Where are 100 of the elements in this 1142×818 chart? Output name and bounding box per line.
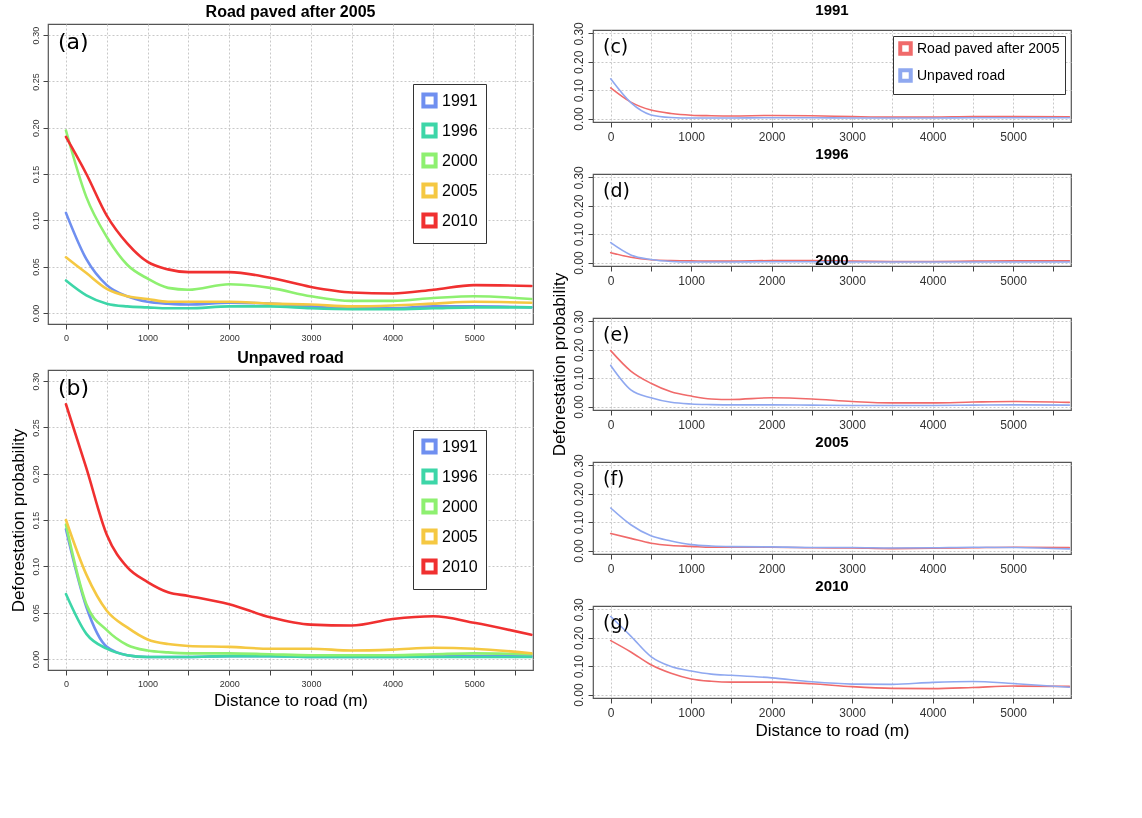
x-tick-label: 5000: [1000, 417, 1028, 432]
legend-label: Unpaved road: [917, 66, 1005, 83]
chart-title: 2010: [815, 576, 849, 594]
x-tick-label: 5000: [1000, 273, 1028, 288]
x-tick-label: 4000: [383, 332, 404, 343]
line-series: [609, 507, 1071, 550]
y-tick-label: 0.00: [571, 251, 586, 275]
y-tick-label: 0.30: [571, 165, 586, 190]
x-tick-label: 5000: [1000, 129, 1028, 144]
y-tick-label: 0.05: [30, 258, 41, 276]
y-axis-title: Deforestation probability: [8, 428, 28, 613]
legend-label: 2000: [442, 151, 478, 169]
y-tick-label: 0.00: [571, 395, 586, 419]
x-tick-label: 3000: [301, 678, 322, 689]
y-tick-label: 0.10: [30, 558, 41, 576]
legend-label: 2000: [442, 497, 478, 515]
y-tick-label: 0.20: [571, 626, 586, 650]
y-tick-label: 0.15: [30, 511, 41, 530]
x-tick-label: 2000: [758, 417, 786, 432]
y-tick-label: 0.10: [571, 510, 586, 535]
chart-title: Unpaved road: [237, 349, 344, 366]
x-tick-label: 1000: [678, 705, 706, 720]
x-tick-label: 2000: [758, 561, 786, 576]
line-series: [64, 256, 533, 308]
x-tick-label: 0: [607, 273, 615, 288]
x-tick-label: 0: [607, 129, 615, 144]
y-tick-label: 0.05: [30, 604, 41, 622]
y-tick-label: 0.20: [571, 194, 586, 218]
y-tick-label: 0.30: [30, 26, 41, 45]
line-series: [64, 279, 533, 311]
x-tick-label: 3000: [839, 561, 867, 576]
y-tick-label: 0.00: [571, 107, 586, 131]
y-tick-label: 0.10: [571, 78, 586, 103]
x-tick-label: 3000: [301, 332, 322, 343]
line-series: [609, 87, 1071, 118]
line-series: [64, 402, 533, 637]
x-tick-label: 0: [63, 332, 69, 343]
x-axis-title: Distance to road (m): [755, 720, 910, 740]
legend-label: 1991: [442, 91, 478, 109]
legend-label: 2005: [442, 527, 478, 545]
y-axis-title: Deforestation probability: [549, 272, 569, 457]
x-tick-label: 2000: [758, 705, 786, 720]
y-tick-label: 0.10: [571, 654, 586, 679]
y-tick-label: 0.20: [30, 119, 41, 137]
y-tick-label: 0.00: [571, 683, 586, 707]
x-axis-title: Distance to road (m): [214, 690, 368, 710]
x-tick-label: 0: [607, 705, 615, 720]
y-tick-label: 0.00: [30, 650, 41, 669]
y-tick-label: 0.00: [571, 539, 586, 563]
y-tick-label: 0.30: [571, 21, 586, 46]
chart-title: 1991: [815, 0, 849, 18]
line-series: [609, 241, 1071, 263]
x-tick-label: 4000: [919, 129, 947, 144]
x-tick-label: 0: [607, 561, 615, 576]
annotation: (e): [603, 323, 630, 345]
x-tick-label: 4000: [919, 705, 947, 720]
y-tick-label: 0.10: [30, 212, 41, 230]
x-tick-label: 2000: [219, 678, 240, 689]
y-tick-label: 0.30: [571, 309, 586, 334]
legend-label: 1996: [442, 121, 478, 139]
line-series: [609, 364, 1071, 407]
x-tick-label: 4000: [919, 417, 947, 432]
y-tick-label: 0.10: [571, 366, 586, 391]
x-tick-label: 5000: [464, 332, 485, 343]
x-tick-label: 4000: [919, 273, 947, 288]
x-tick-label: 3000: [839, 417, 867, 432]
annotation: (b): [58, 375, 90, 400]
y-tick-label: 0.00: [30, 304, 41, 323]
x-tick-label: 2000: [219, 332, 240, 343]
y-tick-label: 0.20: [571, 50, 586, 74]
x-tick-label: 1000: [138, 678, 159, 689]
x-tick-label: 1000: [678, 273, 706, 288]
line-series: [609, 349, 1071, 404]
x-tick-label: 3000: [839, 705, 867, 720]
line-series: [64, 592, 533, 659]
y-tick-label: 0.30: [571, 453, 586, 478]
annotation: (c): [603, 35, 629, 57]
x-tick-label: 1000: [678, 129, 706, 144]
legend-label: Road paved after 2005: [917, 39, 1060, 56]
x-tick-label: 5000: [1000, 705, 1028, 720]
x-tick-label: 1000: [678, 417, 706, 432]
legend-label: 1996: [442, 467, 478, 485]
x-tick-label: 3000: [839, 273, 867, 288]
x-tick-label: 0: [607, 417, 615, 432]
x-tick-label: 1000: [138, 332, 159, 343]
chart-title: 2005: [815, 432, 849, 450]
y-tick-label: 0.30: [571, 597, 586, 622]
x-tick-label: 4000: [383, 678, 404, 689]
y-tick-label: 0.10: [571, 222, 586, 247]
y-tick-label: 0.30: [30, 372, 41, 391]
legend-label: 2010: [442, 211, 478, 229]
annotation: (a): [58, 29, 89, 54]
legend-label: 1991: [442, 437, 478, 455]
y-tick-label: 0.20: [571, 482, 586, 506]
legend-label: 2010: [442, 557, 478, 575]
chart-title: Road paved after 2005: [205, 3, 376, 20]
y-tick-label: 0.20: [30, 465, 41, 483]
annotation: (d): [603, 179, 630, 201]
x-tick-label: 4000: [919, 561, 947, 576]
x-tick-label: 0: [63, 678, 69, 689]
